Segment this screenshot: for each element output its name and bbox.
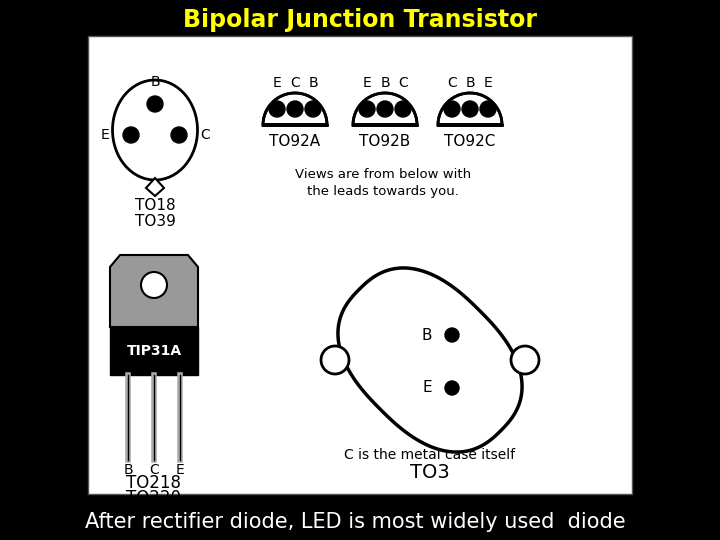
Text: E: E <box>363 76 372 90</box>
Text: C: C <box>398 76 408 90</box>
Text: C: C <box>149 463 159 477</box>
Text: C: C <box>290 76 300 90</box>
Text: E: E <box>176 463 184 477</box>
Text: TO18: TO18 <box>135 199 175 213</box>
Text: B: B <box>123 463 132 477</box>
Circle shape <box>480 101 496 117</box>
Circle shape <box>445 328 459 342</box>
Circle shape <box>321 346 349 374</box>
Text: B: B <box>308 76 318 90</box>
Circle shape <box>395 101 411 117</box>
Text: C: C <box>200 128 210 142</box>
Text: B: B <box>421 327 432 342</box>
Text: Bipolar Junction Transistor: Bipolar Junction Transistor <box>183 8 537 32</box>
Circle shape <box>445 381 459 395</box>
Polygon shape <box>146 178 164 196</box>
Circle shape <box>511 346 539 374</box>
FancyBboxPatch shape <box>110 327 198 375</box>
Text: TO92C: TO92C <box>444 133 495 148</box>
Circle shape <box>269 101 285 117</box>
Text: TO39: TO39 <box>135 214 176 230</box>
Text: TO92A: TO92A <box>269 133 320 148</box>
Text: TO92B: TO92B <box>359 133 410 148</box>
Text: E: E <box>101 128 109 142</box>
Text: TO218: TO218 <box>127 474 181 492</box>
Text: B: B <box>465 76 474 90</box>
Circle shape <box>444 101 460 117</box>
Text: TIP31A: TIP31A <box>127 344 181 358</box>
Circle shape <box>377 101 393 117</box>
Circle shape <box>141 272 167 298</box>
Text: E: E <box>273 76 282 90</box>
Circle shape <box>123 127 139 143</box>
Text: TO3: TO3 <box>410 463 450 483</box>
Polygon shape <box>353 93 417 125</box>
Circle shape <box>305 101 321 117</box>
Text: Views are from below with: Views are from below with <box>295 168 471 181</box>
FancyBboxPatch shape <box>88 36 632 494</box>
Polygon shape <box>110 255 198 327</box>
Circle shape <box>147 96 163 112</box>
Polygon shape <box>338 268 522 452</box>
Text: E: E <box>423 381 432 395</box>
Circle shape <box>287 101 303 117</box>
Text: B: B <box>380 76 390 90</box>
Text: TO220: TO220 <box>127 489 181 507</box>
Text: B: B <box>150 75 160 89</box>
Text: the leads towards you.: the leads towards you. <box>307 185 459 198</box>
Polygon shape <box>263 93 327 125</box>
Text: C: C <box>447 76 457 90</box>
Ellipse shape <box>112 80 197 180</box>
Polygon shape <box>438 93 502 125</box>
Circle shape <box>462 101 478 117</box>
Text: C is the metal case itself: C is the metal case itself <box>344 448 516 462</box>
Circle shape <box>359 101 375 117</box>
Text: After rectifier diode, LED is most widely used  diode: After rectifier diode, LED is most widel… <box>85 512 625 532</box>
Text: E: E <box>484 76 492 90</box>
Circle shape <box>171 127 187 143</box>
